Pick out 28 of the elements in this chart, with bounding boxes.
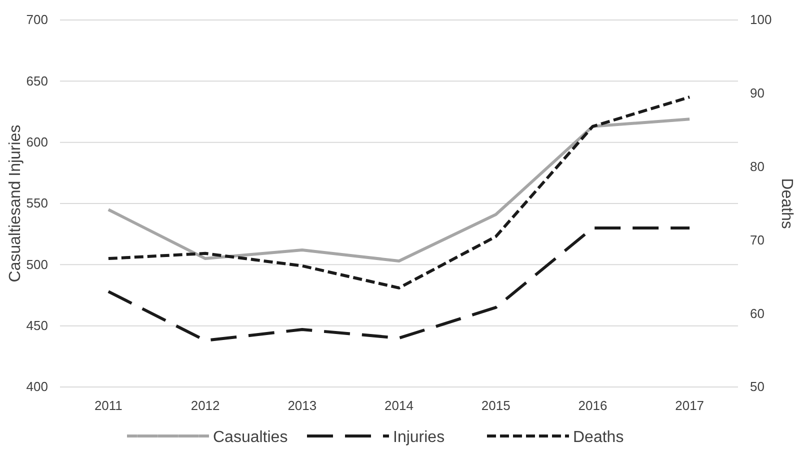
x-tick-label: 2012 bbox=[190, 398, 220, 414]
line-series bbox=[106, 96, 692, 290]
y-axis-title: Casualtiesand Injuries bbox=[7, 124, 24, 282]
y-tick-label: 550 bbox=[26, 196, 48, 211]
y-tick-label: 700 bbox=[26, 12, 48, 28]
y-tick-label: 450 bbox=[26, 318, 48, 333]
y2-axis-title: Deaths bbox=[778, 178, 794, 229]
y-tick-label: 500 bbox=[26, 256, 48, 272]
y2-tick-label: 70 bbox=[750, 232, 764, 248]
y2-tick-label: 90 bbox=[750, 86, 764, 101]
y2-tick-label: 60 bbox=[750, 306, 764, 321]
legend-label: Deaths bbox=[573, 429, 624, 446]
y-tick-label: 600 bbox=[26, 134, 48, 150]
y2-tick-label: 100 bbox=[750, 12, 772, 28]
x-tick-label: 2014 bbox=[384, 398, 414, 414]
x-tick-label: 2016 bbox=[578, 398, 608, 414]
y2-tick-label: 50 bbox=[750, 379, 764, 394]
legend-label: Injuries bbox=[393, 429, 445, 446]
x-tick-label: 2013 bbox=[288, 398, 317, 414]
x-tick-label: 2017 bbox=[675, 398, 704, 414]
y2-tick-label: 80 bbox=[750, 158, 764, 174]
line-series bbox=[106, 118, 692, 262]
x-tick-label: 2015 bbox=[481, 398, 510, 414]
line-series bbox=[106, 226, 692, 342]
y-tick-label: 400 bbox=[26, 379, 48, 394]
legend-label: Casualties bbox=[213, 429, 288, 446]
x-tick-label: 2011 bbox=[94, 398, 122, 414]
y-tick-label: 650 bbox=[26, 73, 48, 88]
